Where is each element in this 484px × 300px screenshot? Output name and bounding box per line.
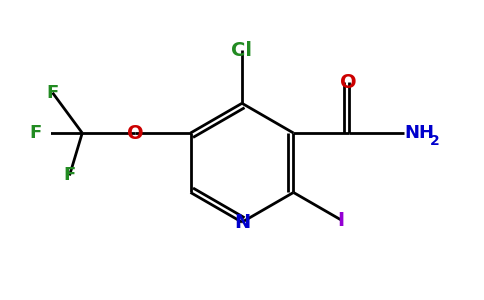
Text: O: O [340, 73, 357, 92]
Text: I: I [338, 211, 345, 230]
Text: NH: NH [404, 124, 434, 142]
Text: F: F [63, 167, 76, 184]
Text: O: O [127, 124, 144, 142]
Text: N: N [234, 213, 250, 232]
Text: F: F [30, 124, 42, 142]
Text: F: F [46, 84, 59, 102]
Text: 2: 2 [430, 134, 440, 148]
Text: Cl: Cl [231, 41, 253, 60]
